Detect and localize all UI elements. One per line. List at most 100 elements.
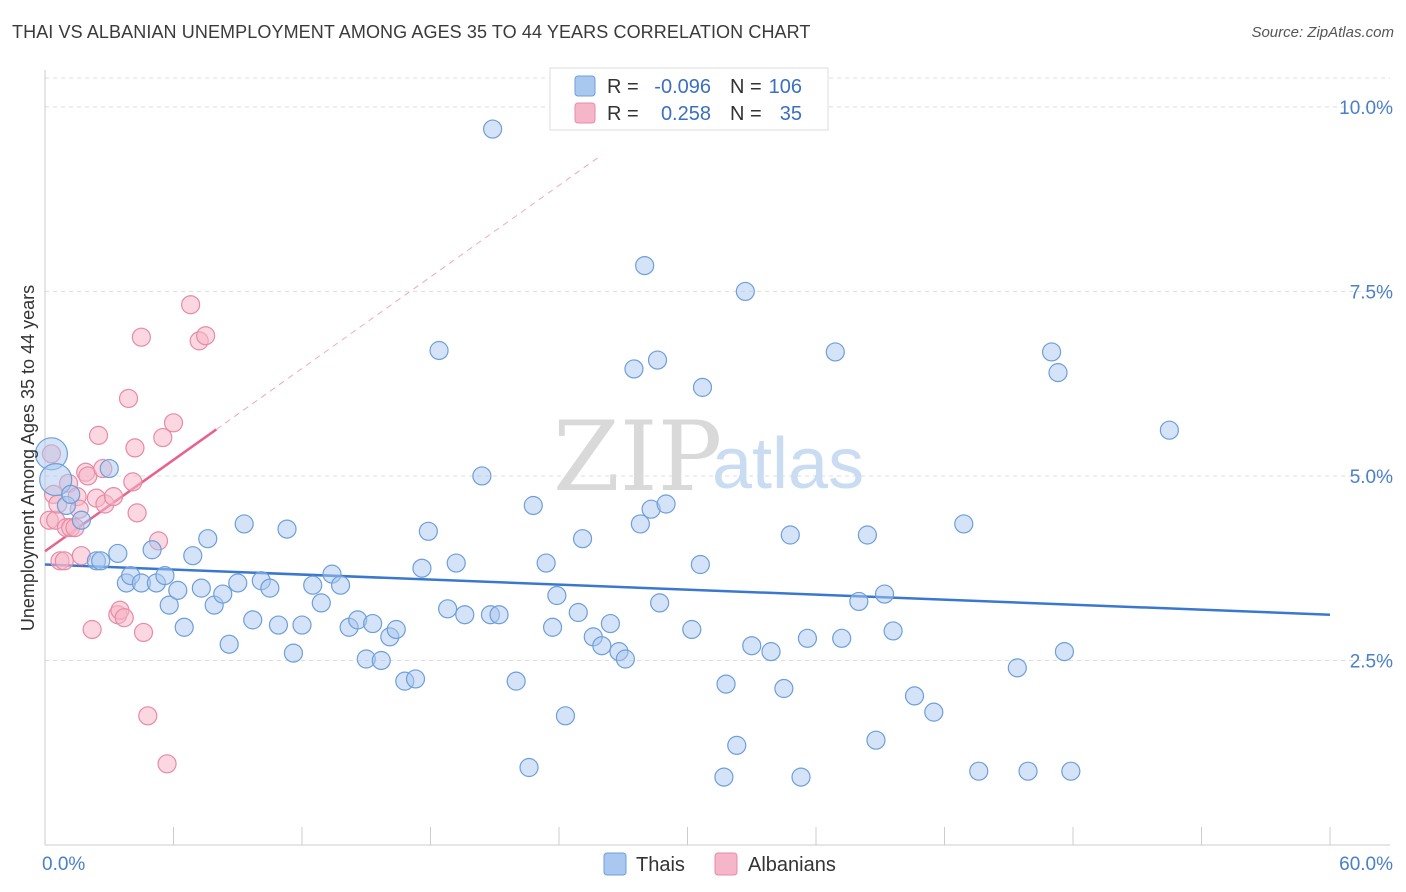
source-credit: Source: ZipAtlas.com — [1251, 24, 1394, 41]
thais-point — [455, 605, 475, 625]
thais-point — [386, 619, 406, 640]
thais-point — [219, 634, 239, 654]
thais-point — [883, 621, 903, 641]
thais-point — [635, 255, 655, 276]
thais-point — [108, 543, 128, 564]
albanians-point — [103, 487, 124, 507]
thais-point — [1159, 420, 1179, 440]
albanians-point — [153, 427, 173, 448]
thais-point — [716, 674, 736, 694]
thais-point — [904, 686, 925, 706]
thais-r-value: -0.096 — [654, 76, 711, 98]
thais-point — [438, 599, 458, 619]
albanians-point — [133, 622, 154, 643]
albanians-point — [181, 295, 201, 315]
thais-point — [874, 584, 895, 604]
x-tick-label-min: 0.0% — [42, 854, 85, 875]
y-tick-label: 7.5% — [1350, 282, 1393, 303]
albanians-point — [196, 326, 216, 346]
thais-point — [213, 584, 233, 604]
thais-point — [761, 642, 781, 662]
thais-point — [489, 605, 509, 625]
thais-point — [600, 613, 621, 634]
thais-point — [228, 573, 248, 593]
thais-point — [866, 730, 886, 750]
thais-point — [303, 575, 323, 595]
thais-point — [690, 554, 710, 575]
albanians-r-label: R = — [607, 103, 639, 125]
thais-point — [168, 580, 188, 600]
watermark: ZIP atlas — [553, 401, 864, 513]
albanians-point — [125, 438, 145, 458]
thais-point — [825, 342, 845, 362]
thais-point — [483, 119, 503, 139]
thais-point — [647, 350, 668, 370]
thais-point — [39, 463, 73, 497]
thais-point — [954, 514, 974, 534]
stats-legend-box — [549, 67, 829, 131]
thais-point — [191, 578, 211, 598]
albanians-legend-label: Albanians — [748, 854, 836, 876]
thais-point — [650, 593, 670, 613]
albanians-point — [54, 551, 74, 571]
albanians-n-value: 35 — [780, 103, 802, 125]
thais-point — [61, 484, 81, 505]
thais-point — [71, 510, 92, 530]
thais-point — [523, 495, 543, 516]
thais-point — [742, 636, 762, 656]
thais-point — [1041, 342, 1062, 362]
albanians-point — [82, 619, 102, 640]
thais-point — [1061, 761, 1081, 781]
thais-point — [1018, 761, 1038, 781]
thais-point — [159, 595, 179, 615]
thais-point — [714, 767, 734, 787]
thais-point — [555, 706, 576, 726]
thais-n-value: 106 — [769, 76, 802, 98]
albanians-point — [118, 388, 139, 409]
thais-point — [268, 615, 289, 635]
thais-point — [780, 525, 800, 545]
thais-point — [174, 617, 194, 637]
thais-point — [536, 553, 556, 573]
y-axis-title: Unemployment Among Ages 35 to 44 years — [18, 285, 38, 631]
watermark-zip: ZIP — [553, 401, 722, 513]
watermark-atlas: atlas — [712, 424, 864, 504]
thais-point — [429, 340, 449, 361]
thais-point — [260, 578, 280, 598]
thais-point — [615, 649, 635, 669]
thais-point — [446, 553, 466, 573]
albanians-points — [39, 295, 216, 774]
thais-point — [1048, 363, 1068, 383]
thais-point — [542, 617, 563, 637]
albanians-point — [138, 706, 158, 726]
albanians-trend-extension — [216, 154, 603, 430]
thais-point — [774, 678, 794, 699]
thais-point — [727, 735, 747, 755]
albanians-point — [163, 413, 184, 433]
thais-n-label: N = — [730, 76, 762, 98]
y-tick-label: 10.0% — [1339, 98, 1393, 119]
albanians-point — [123, 472, 143, 492]
thais-point — [277, 519, 297, 539]
thais-point — [857, 525, 878, 545]
thais-point — [472, 466, 492, 486]
thais-point — [183, 546, 203, 566]
thais-point — [418, 521, 438, 541]
thais-point — [243, 610, 263, 630]
albanians-swatch — [574, 102, 596, 124]
albanians-point — [131, 327, 151, 347]
thais-point — [283, 643, 304, 663]
thais-swatch — [574, 75, 596, 97]
albanians-point — [114, 608, 134, 628]
y-tick-label: 2.5% — [1350, 651, 1393, 672]
albanians-point — [88, 425, 109, 445]
thais-point — [735, 281, 755, 302]
thais-point — [519, 757, 539, 778]
albanians-legend-swatch — [714, 852, 738, 876]
trend-lines — [44, 154, 1331, 616]
thais-point — [155, 565, 175, 586]
thais-point — [656, 494, 676, 514]
thais-point — [363, 613, 383, 634]
thais-point — [405, 669, 426, 689]
